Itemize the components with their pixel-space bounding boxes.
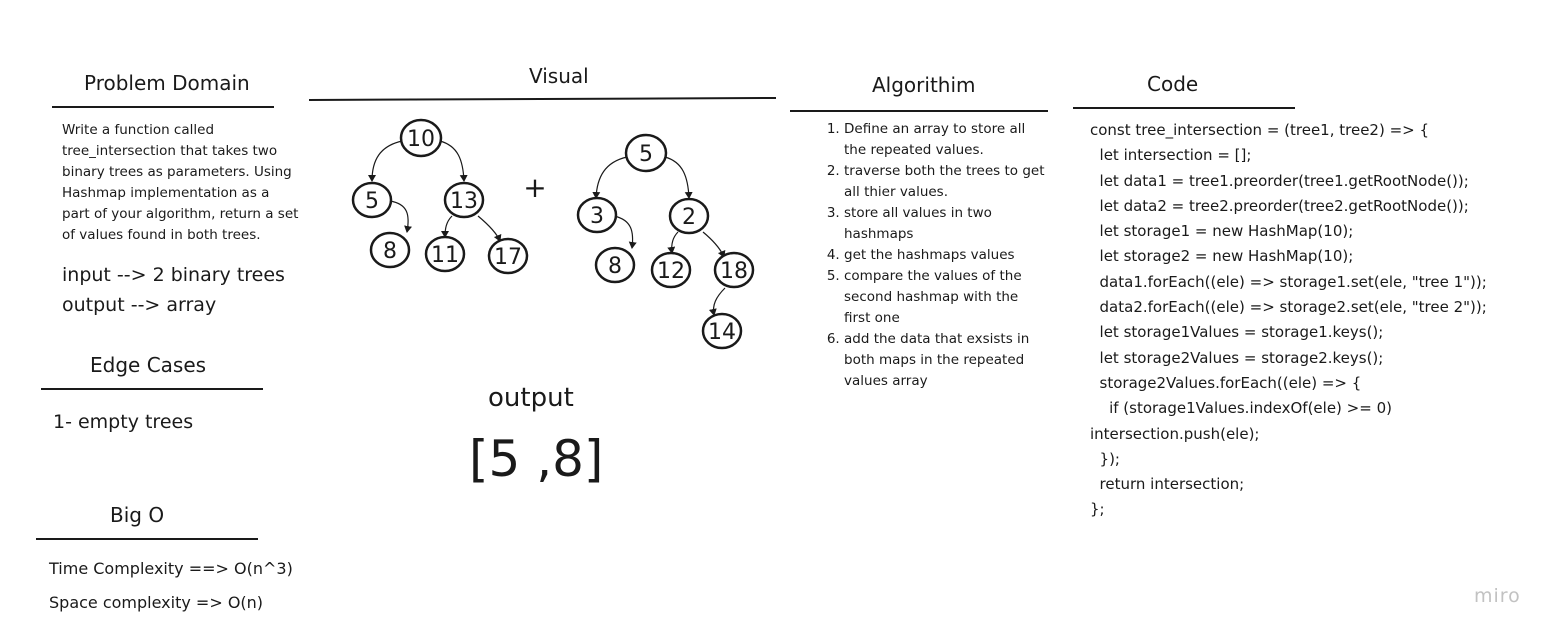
tree-node-label: 11 <box>431 243 459 268</box>
tree-node-label: 17 <box>494 245 522 270</box>
tree-node-label: 18 <box>720 259 748 284</box>
tree-node <box>701 312 743 350</box>
edge <box>368 140 403 182</box>
tree-node <box>399 118 443 158</box>
code-line: return intersection; <box>1090 475 1245 494</box>
tree-node-label: 12 <box>657 259 685 284</box>
code-line: intersection.push(ele); <box>1090 424 1260 443</box>
code-line: let storage1Values = storage1.keys(); <box>1090 323 1384 342</box>
tree-node <box>369 231 411 269</box>
edge <box>592 156 628 199</box>
edge <box>708 287 726 316</box>
tree-node-label: 13 <box>450 189 478 214</box>
tree-node-label: 5 <box>365 189 379 214</box>
tree-node-label: 2 <box>682 205 696 230</box>
miro-logo: miro <box>1474 585 1521 607</box>
tree-node <box>668 197 710 235</box>
code-line: let storage2 = new HashMap(10); <box>1090 247 1354 266</box>
tree-node-label: 5 <box>639 142 653 167</box>
code-line: let intersection = []; <box>1090 146 1252 165</box>
tree-node <box>713 251 755 289</box>
code-rule <box>1073 107 1295 109</box>
edge <box>439 140 468 182</box>
tree-node <box>576 196 618 234</box>
space-complexity: Space complexity => O(n) <box>49 593 264 612</box>
tree-node-label: 10 <box>407 127 435 152</box>
code-line: storage2Values.forEach((ele) => { <box>1090 373 1362 392</box>
code-heading: Code <box>1147 72 1199 96</box>
problem-line: of values found in both trees. <box>62 227 261 243</box>
algorithm-heading: Algorithim <box>872 73 976 97</box>
edge-case-item: 1- empty trees <box>53 411 194 433</box>
output-text: output --> array <box>62 294 217 316</box>
algorithm-step: store all values in two hashmaps <box>844 203 1047 245</box>
code-line: let data1 = tree1.preorder(tree1.getRoot… <box>1090 171 1469 190</box>
edge <box>667 231 679 254</box>
problem-description: Write a function called tree_intersectio… <box>62 120 312 246</box>
big-o-rule <box>36 538 258 540</box>
algorithm-rule <box>790 110 1048 112</box>
algorithm-step: add the data that exsists in both maps i… <box>844 329 1047 392</box>
problem-line: binary trees as parameters. Using <box>62 164 292 180</box>
problem-line: Write a function called <box>62 122 215 138</box>
plus-sign: + <box>523 171 546 204</box>
code-line: let storage1 = new HashMap(10); <box>1090 222 1354 241</box>
code-block: const tree_intersection = (tree1, tree2)… <box>1090 118 1530 523</box>
edge <box>477 215 502 242</box>
problem-line: part of your algorithm, return a set <box>62 206 299 222</box>
code-line: data1.forEach((ele) => storage1.set(ele,… <box>1090 272 1487 291</box>
edge <box>441 215 453 238</box>
edge <box>664 156 693 199</box>
tree-node <box>424 235 466 273</box>
output-value: [5 ,8] <box>469 430 604 488</box>
algorithm-step: get the hashmaps values <box>844 245 1047 266</box>
tree-node <box>624 133 668 173</box>
algorithm-step: compare the values of the second hashmap… <box>844 266 1047 329</box>
code-line: if (storage1Values.indexOf(ele) >= 0) <box>1090 399 1392 418</box>
edge-cases-rule <box>41 388 263 390</box>
edge <box>389 200 412 233</box>
output-label: output <box>488 383 574 413</box>
code-line: data2.forEach((ele) => storage2.set(ele,… <box>1090 298 1487 317</box>
problem-domain-heading: Problem Domain <box>84 71 250 95</box>
tree-node-label: 14 <box>708 320 736 345</box>
problem-line: Hashmap implementation as a <box>62 185 270 201</box>
big-o-heading: Big O <box>110 503 165 527</box>
algorithm-step: Define an array to store all the repeate… <box>844 119 1047 161</box>
algorithm-step: traverse both the trees to get all thier… <box>844 161 1047 203</box>
tree-node <box>594 246 636 284</box>
tree-node-label: 8 <box>383 239 397 264</box>
input-text: input --> 2 binary trees <box>62 264 285 286</box>
problem-domain-rule <box>52 106 274 108</box>
code-line: let storage2Values = storage2.keys(); <box>1090 348 1384 367</box>
time-complexity: Time Complexity ==> O(n^3) <box>49 559 293 578</box>
tree-node <box>443 181 485 219</box>
problem-line: tree_intersection that takes two <box>62 143 278 159</box>
tree-node <box>650 251 692 289</box>
edge-cases-heading: Edge Cases <box>90 353 207 377</box>
code-line: const tree_intersection = (tree1, tree2)… <box>1090 121 1430 139</box>
tree-node-label: 3 <box>590 204 604 229</box>
tree-node-label: 8 <box>608 254 622 279</box>
tree-node <box>351 181 393 219</box>
edge <box>613 215 637 249</box>
tree-node <box>487 237 529 275</box>
code-line: let data2 = tree2.preorder(tree2.getRoot… <box>1090 196 1469 215</box>
visual-heading: Visual <box>529 64 589 88</box>
code-line: }; <box>1090 500 1105 519</box>
code-line: }); <box>1090 449 1120 468</box>
edge <box>702 231 726 258</box>
algorithm-steps: Define an array to store all the repeate… <box>822 119 1047 392</box>
